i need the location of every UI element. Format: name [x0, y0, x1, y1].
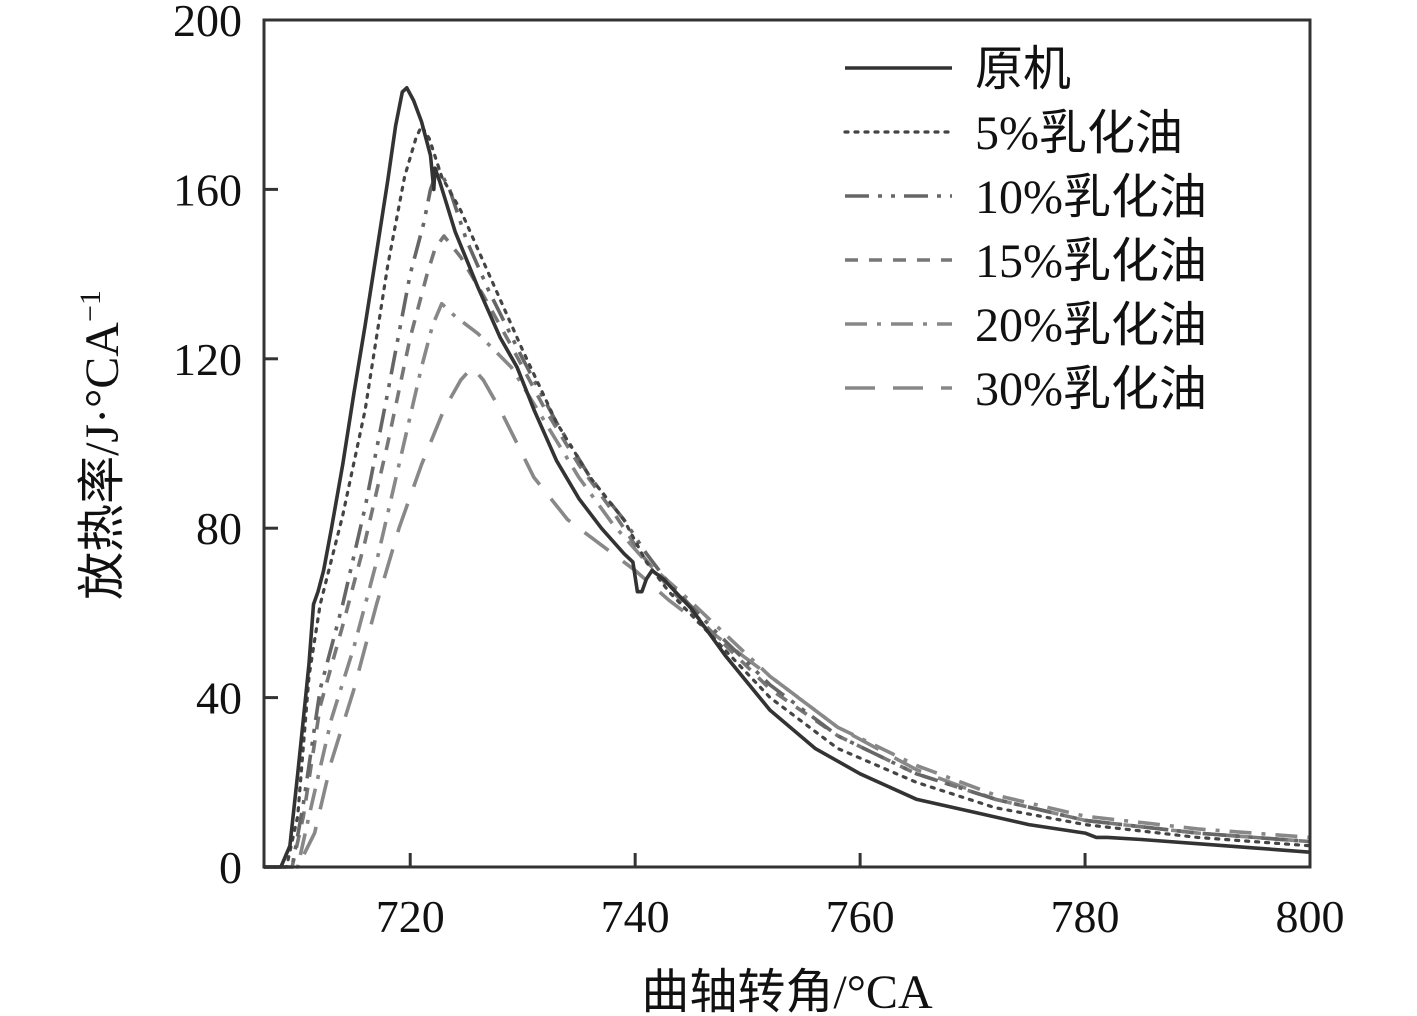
y-tick-label: 40 [196, 673, 242, 724]
x-tick-label: 760 [826, 891, 895, 942]
legend-label-4: 20%乳化油 [975, 299, 1207, 352]
y-tick-label: 160 [173, 164, 242, 215]
y-tick-label: 80 [196, 503, 242, 554]
legend-label-2: 10%乳化油 [975, 171, 1207, 224]
plot-frame [262, 18, 1312, 869]
series-line-2 [264, 166, 1311, 869]
x-axis-title: 曲轴转角/°CA [641, 966, 933, 1016]
y-tick-label: 120 [173, 334, 242, 385]
x-tick-label: 780 [1051, 891, 1120, 942]
legend-label-1: 5%乳化油 [975, 107, 1183, 160]
y-axis-title: 放热率/J·°CA−1 [74, 290, 129, 600]
y-tick-label: 0 [219, 842, 242, 893]
x-tick-label: 740 [601, 891, 670, 942]
legend-label-0: 原机 [975, 43, 1071, 96]
y-tick-label: 200 [173, 0, 242, 46]
legend: 原机 5%乳化油 10%乳化油 15%乳化油 20%乳化油 30%乳化油 [843, 43, 1207, 416]
y-axis-title-superscript: −1 [74, 290, 107, 322]
series-line-0 [264, 86, 1311, 869]
legend-label-5: 30%乳化油 [975, 363, 1207, 416]
x-tick-label: 720 [376, 891, 445, 942]
y-axis-title-main: 放热率/J·°CA [76, 322, 129, 600]
x-tick-label: 800 [1276, 891, 1345, 942]
legend-label-3: 15%乳化油 [975, 235, 1207, 288]
series-lines [262, 86, 1312, 869]
series-line-5 [264, 365, 1311, 869]
series-line-3 [264, 234, 1311, 869]
axis-ticks: 720 740 760 780 800 0 40 80 120 160 200 [173, 0, 1345, 942]
series-line-1 [262, 124, 1312, 869]
